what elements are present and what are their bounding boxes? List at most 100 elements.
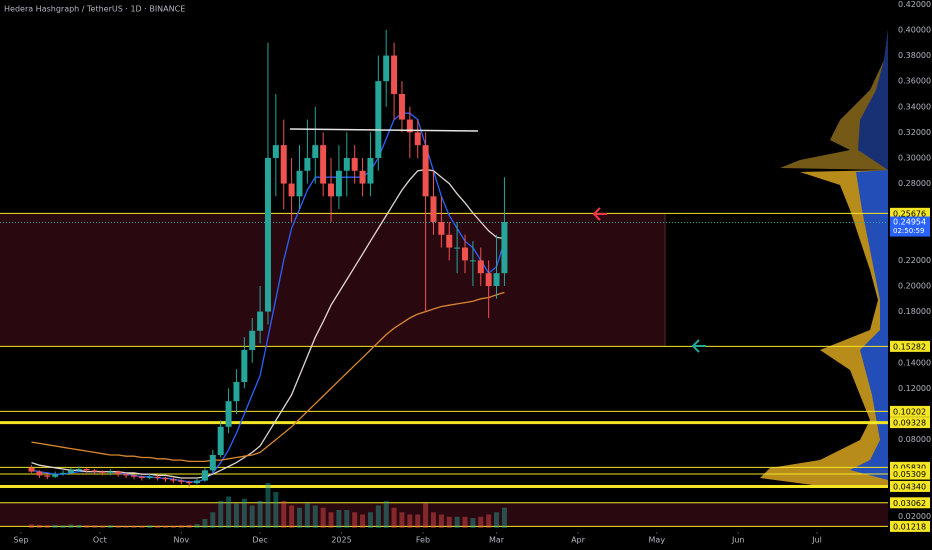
candle-body	[99, 471, 106, 473]
volume-bar	[147, 525, 153, 528]
candle-body	[335, 170, 342, 197]
volume-bar	[367, 512, 373, 528]
volume-bar	[52, 524, 58, 528]
volume-bar	[486, 514, 492, 528]
candle-body	[91, 470, 98, 472]
candle-body	[249, 330, 256, 350]
candle-body	[430, 196, 437, 222]
level-label: 0.05830	[893, 463, 926, 472]
x-tick-label: Apr	[571, 536, 586, 545]
last-price-bg	[890, 216, 930, 237]
moving-average	[31, 291, 505, 463]
candle-body	[201, 470, 208, 481]
volume-bar	[107, 525, 113, 528]
candle-body	[264, 157, 271, 312]
volume-bar	[170, 525, 176, 528]
candle-body	[320, 145, 327, 184]
level-label-bg	[890, 207, 930, 219]
y-tick-label: 0.20000	[898, 281, 931, 290]
candle-body	[328, 183, 335, 197]
volume-bar	[438, 514, 444, 528]
level-label-bg	[890, 480, 930, 492]
level-label-bg	[890, 417, 930, 429]
candle-body	[44, 475, 51, 477]
volume-bar	[68, 524, 74, 528]
candle-body	[28, 467, 35, 472]
countdown: 02:50:59	[893, 227, 924, 235]
y-tick-label: 0.28000	[898, 179, 931, 188]
y-tick-label: 0.08000	[898, 435, 931, 444]
candle-body	[170, 479, 177, 481]
y-tick-label: 0.38000	[898, 51, 931, 60]
candle-body	[462, 247, 469, 261]
zones	[0, 213, 888, 527]
volume-bar	[281, 501, 287, 528]
volume-bar	[233, 503, 239, 528]
volume-bar	[186, 524, 192, 528]
y-tick-label: 0.40000	[898, 25, 931, 34]
candle-body	[391, 55, 398, 94]
volume-bar	[320, 507, 326, 528]
level-label-bg	[890, 405, 930, 417]
x-tick-label: 2025	[331, 536, 351, 545]
price-axis	[888, 0, 932, 550]
y-tick-label: 0.22000	[898, 256, 931, 265]
volume-bar	[265, 483, 271, 528]
volume-bar	[115, 525, 121, 528]
volume-bar	[99, 525, 105, 528]
level-label-bg	[890, 340, 930, 352]
volume-bar	[84, 525, 90, 528]
volume-bar	[352, 512, 358, 528]
volume-bar	[454, 516, 460, 528]
volume-bar	[415, 514, 421, 528]
candle-body	[454, 247, 461, 249]
x-tick-label: Jul	[811, 536, 822, 545]
candle-body	[130, 475, 137, 477]
x-tick-label: Dec	[252, 536, 267, 545]
volume-bar	[375, 505, 381, 528]
last-price-label: 0.24954	[893, 218, 926, 227]
volume-bar	[194, 523, 200, 528]
volume-bar	[273, 492, 279, 528]
candle-body	[162, 477, 169, 480]
volume-bar	[202, 519, 208, 528]
level-label: 0.03062	[893, 499, 926, 508]
volume-bar	[462, 516, 468, 528]
candle-body	[107, 471, 114, 473]
candle-body	[257, 311, 264, 331]
candle-body	[304, 157, 311, 171]
volume-bar	[163, 525, 169, 528]
level-label-bg	[890, 468, 930, 480]
volume-bar	[344, 510, 350, 528]
volume-bar	[501, 507, 507, 528]
level-label: 0.04340	[893, 482, 926, 491]
candle-body	[36, 471, 43, 476]
volume-bar	[336, 510, 342, 528]
candle-body	[186, 481, 193, 484]
x-tick-label: May	[649, 536, 666, 545]
y-tick-label: 0.18000	[898, 307, 931, 316]
x-tick-label: Nov	[173, 536, 189, 545]
y-tick-label: 0.36000	[898, 77, 931, 86]
candle-body	[477, 260, 484, 274]
level-label: 0.01218	[893, 522, 926, 531]
volume-bar	[76, 524, 82, 528]
trend-line	[289, 128, 479, 132]
candle-body	[367, 157, 374, 184]
zone	[0, 213, 665, 347]
candle-body	[446, 234, 453, 248]
volume-bar	[155, 525, 161, 528]
volume-bar	[399, 512, 405, 528]
candle-body	[194, 480, 201, 484]
candle-body	[438, 221, 445, 235]
y-tick-label: 0.02000	[898, 512, 931, 521]
candle-body	[75, 469, 82, 471]
volume-bar	[360, 514, 366, 528]
volume-bar	[60, 525, 66, 528]
volume-bar	[391, 507, 397, 528]
candle-body	[123, 474, 130, 476]
candle-body	[501, 221, 508, 274]
candle-body	[469, 260, 476, 262]
chart-title: Hedera Hashgraph / TetherUS · 1D · BINAN…	[4, 5, 185, 14]
